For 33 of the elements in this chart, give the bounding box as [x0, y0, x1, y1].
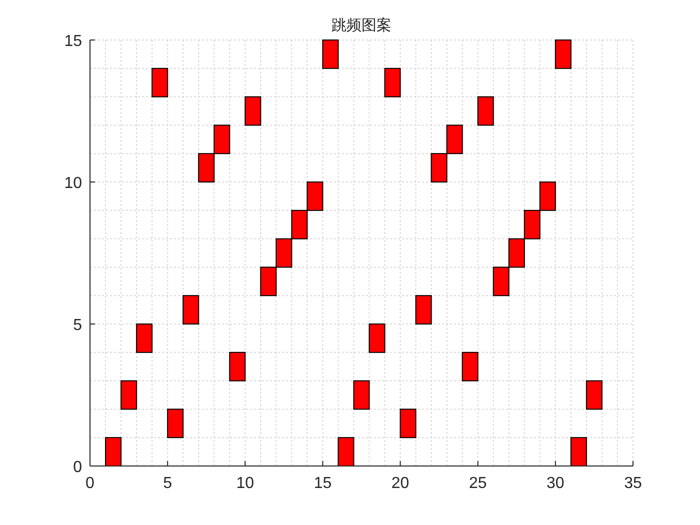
x-tick-label: 35	[624, 475, 642, 492]
y-tick-label: 15	[64, 33, 82, 50]
bar	[353, 380, 370, 410]
bar	[368, 324, 386, 353]
bar	[322, 40, 339, 69]
bar	[384, 68, 401, 98]
y-tick-label: 0	[73, 459, 82, 476]
bar	[462, 352, 478, 382]
bar	[477, 96, 494, 126]
bar	[120, 380, 138, 410]
x-tick-label: 10	[236, 475, 254, 492]
y-tick-label: 5	[73, 317, 82, 334]
x-tick-label: 0	[86, 475, 95, 492]
bar	[152, 68, 168, 98]
chart-title: 跳频图案	[332, 16, 392, 34]
bar	[586, 380, 602, 410]
bar	[338, 437, 354, 466]
y-tick-label: 10	[64, 175, 82, 192]
x-tick-label: 20	[391, 475, 410, 492]
bar	[136, 324, 153, 353]
bar	[244, 96, 262, 126]
bar	[229, 352, 246, 382]
bar	[400, 408, 416, 438]
x-tick-label: 30	[546, 475, 564, 492]
bar	[105, 437, 122, 466]
bar	[182, 295, 200, 324]
bar	[554, 40, 572, 69]
x-tick-label: 15	[314, 475, 332, 492]
x-tick-label: 5	[163, 475, 172, 492]
bar	[167, 408, 184, 438]
x-tick-label: 25	[468, 475, 487, 492]
bar	[570, 437, 587, 466]
bar	[415, 295, 432, 324]
